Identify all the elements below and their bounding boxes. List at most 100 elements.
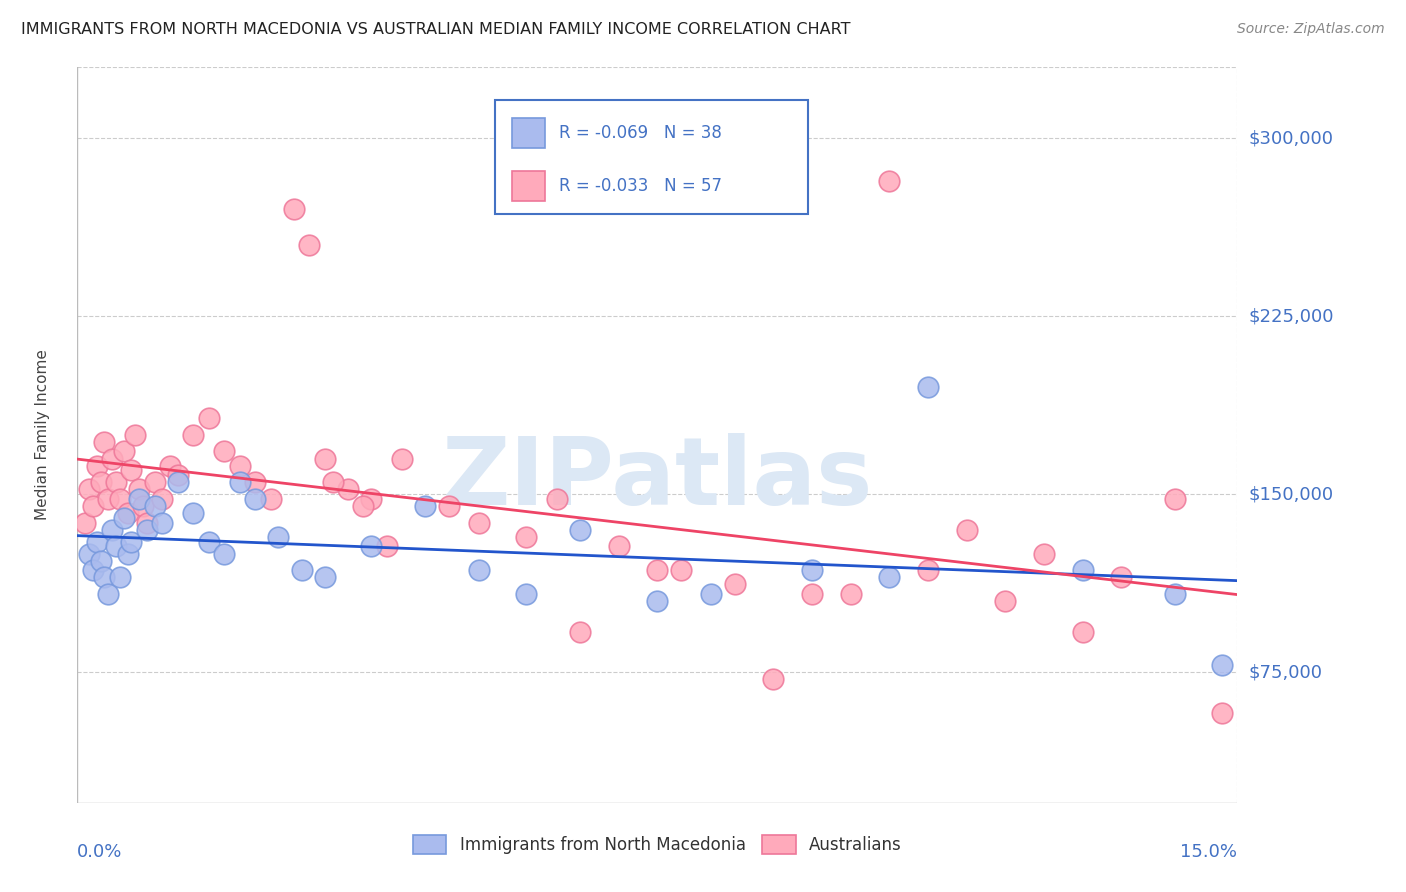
Point	[1211, 706, 1233, 720]
Point	[568, 624, 592, 639]
Point	[112, 444, 135, 458]
Point	[166, 475, 188, 490]
Point	[391, 451, 413, 466]
FancyBboxPatch shape	[495, 100, 808, 214]
Legend: Immigrants from North Macedonia, Australians: Immigrants from North Macedonia, Austral…	[406, 828, 908, 861]
Point	[90, 554, 111, 568]
Point	[762, 673, 785, 687]
Point	[917, 563, 939, 577]
Point	[1164, 587, 1187, 601]
Point	[112, 511, 135, 525]
Text: IMMIGRANTS FROM NORTH MACEDONIA VS AUSTRALIAN MEDIAN FAMILY INCOME CORRELATION C: IMMIGRANTS FROM NORTH MACEDONIA VS AUSTR…	[21, 22, 851, 37]
Point	[143, 499, 166, 513]
Text: 15.0%: 15.0%	[1180, 843, 1237, 862]
Text: $300,000: $300,000	[1249, 129, 1333, 147]
Point	[86, 458, 108, 473]
Point	[607, 540, 630, 554]
Text: ZIPatlas: ZIPatlas	[441, 433, 873, 525]
Point	[360, 540, 382, 554]
Point	[298, 238, 321, 252]
Point	[267, 530, 290, 544]
Point	[117, 506, 139, 520]
Point	[159, 458, 181, 473]
Point	[1032, 547, 1054, 561]
Point	[723, 577, 745, 591]
Point	[336, 483, 359, 497]
Point	[183, 506, 205, 520]
Point	[93, 570, 115, 584]
FancyBboxPatch shape	[512, 171, 544, 201]
Point	[1111, 570, 1133, 584]
Point	[360, 491, 382, 506]
Point	[82, 563, 104, 577]
Point	[90, 475, 111, 490]
Point	[839, 587, 862, 601]
Point	[700, 587, 723, 601]
Point	[101, 523, 124, 537]
Point	[93, 434, 115, 449]
Point	[917, 380, 939, 394]
Point	[197, 411, 219, 425]
Point	[245, 491, 267, 506]
Point	[135, 516, 157, 530]
Text: $75,000: $75,000	[1249, 664, 1323, 681]
Point	[1164, 491, 1187, 506]
Point	[214, 444, 236, 458]
Point	[132, 499, 155, 513]
Text: $150,000: $150,000	[1249, 485, 1333, 503]
Point	[128, 491, 150, 506]
Point	[801, 587, 824, 601]
Point	[259, 491, 281, 506]
Point	[321, 475, 344, 490]
Point	[117, 547, 139, 561]
Point	[77, 483, 100, 497]
Text: R = -0.069   N = 38: R = -0.069 N = 38	[558, 124, 721, 142]
Point	[956, 523, 979, 537]
Point	[108, 491, 131, 506]
Point	[468, 516, 491, 530]
Point	[183, 427, 205, 442]
Point	[86, 534, 108, 549]
Point	[877, 174, 901, 188]
Point	[124, 427, 146, 442]
Point	[97, 587, 120, 601]
Point	[413, 499, 436, 513]
Point	[105, 475, 127, 490]
Text: R = -0.033   N = 57: R = -0.033 N = 57	[558, 178, 721, 195]
Point	[75, 516, 96, 530]
FancyBboxPatch shape	[512, 119, 544, 148]
Point	[283, 202, 305, 217]
Point	[647, 563, 669, 577]
Point	[228, 458, 252, 473]
Point	[97, 491, 120, 506]
Point	[108, 570, 131, 584]
Point	[214, 547, 236, 561]
Point	[1071, 624, 1094, 639]
Point	[1211, 658, 1233, 673]
Point	[437, 499, 460, 513]
Point	[290, 563, 312, 577]
Text: Median Family Income: Median Family Income	[35, 350, 51, 520]
Point	[152, 491, 174, 506]
Point	[101, 451, 124, 466]
Point	[801, 563, 824, 577]
Point	[120, 463, 143, 477]
Point	[314, 451, 336, 466]
Point	[166, 468, 188, 483]
Point	[375, 540, 398, 554]
Point	[197, 534, 219, 549]
Point	[546, 491, 568, 506]
Text: $225,000: $225,000	[1249, 307, 1334, 326]
Point	[82, 499, 104, 513]
Point	[245, 475, 267, 490]
Point	[152, 516, 174, 530]
Point	[105, 540, 127, 554]
Point	[1071, 563, 1094, 577]
Point	[669, 563, 692, 577]
Point	[468, 563, 491, 577]
Point	[515, 587, 537, 601]
Point	[77, 547, 100, 561]
Point	[994, 594, 1017, 608]
Text: 0.0%: 0.0%	[77, 843, 122, 862]
Point	[647, 594, 669, 608]
